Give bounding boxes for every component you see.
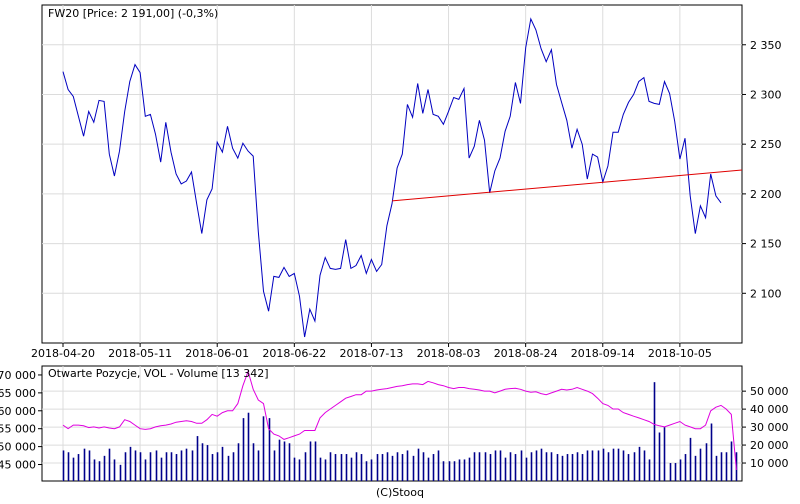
x-tick-label: 2018-09-14 [571,347,635,360]
volume-bars [62,382,738,481]
x-tick-label: 2018-08-24 [494,347,558,360]
y-tick-label: 2 350 [750,39,782,52]
left-tick-label: 70 000 [0,369,36,382]
right-tick-label: 40 000 [750,403,789,416]
price-axis: 2 100 2 150 2 200 2 250 2 300 2 350 [742,39,782,300]
y-tick-label: 2 150 [750,238,782,251]
date-axis: 2018-04-20 2018-05-11 2018-06-01 2018-06-22… [31,343,712,360]
price-line [62,17,722,338]
right-tick-label: 30 000 [750,421,789,434]
price-plot-frame [41,4,743,344]
price-series [62,17,743,338]
x-tick-label: 2018-04-20 [31,347,95,360]
y-tick-label: 2 250 [750,138,782,151]
y-tick-label: 2 300 [750,88,782,101]
left-tick-label: 45 000 [0,459,36,472]
left-tick-label: 65 000 [0,387,36,400]
volume-panel: 45 000 50 000 55 000 60 000 65 000 70 000 10 … [0,365,789,482]
right-tick-label: 20 000 [750,439,789,452]
open-interest-axis: 45 000 50 000 55 000 60 000 65 000 70 000 [0,369,42,472]
x-tick-label: 2018-06-01 [185,347,249,360]
left-tick-label: 50 000 [0,441,36,454]
footer-credit: (C)Stooq [376,486,424,499]
open-interest-line [62,369,737,470]
x-tick-label: 2018-10-05 [648,347,712,360]
volume-chart-title: Otwarte Pozycje, VOL - Volume [13 342] [48,367,269,380]
price-panel: 2018-04-20 2018-05-11 2018-06-01 2018-06-22… [31,4,782,360]
right-tick-label: 50 000 [750,385,789,398]
right-tick-label: 10 000 [750,457,789,470]
left-tick-label: 55 000 [0,423,36,436]
y-tick-label: 2 200 [750,188,782,201]
volume-axis: 10 000 20 000 30 000 40 000 50 000 [742,385,789,470]
x-tick-label: 2018-06-22 [262,347,326,360]
x-tick-label: 2018-08-03 [417,347,481,360]
left-tick-label: 60 000 [0,405,36,418]
open-interest-series [62,369,737,470]
price-chart-title: FW20 [Price: 2 191,00] (-0,3%) [48,7,218,20]
x-tick-label: 2018-05-11 [108,347,172,360]
y-tick-label: 2 100 [750,287,782,300]
price-grid [42,5,742,343]
x-tick-label: 2018-07-13 [339,347,403,360]
trendline [391,169,743,202]
